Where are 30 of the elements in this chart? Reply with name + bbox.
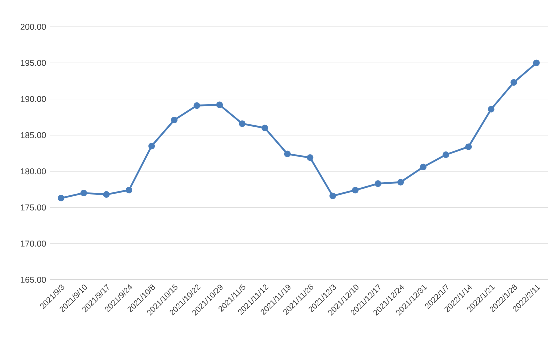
point [262,124,268,132]
point [442,152,450,158]
point [510,79,518,86]
point [330,192,336,200]
y-tick-label: 165.00 [21,277,46,284]
point [80,190,88,197]
y-tick-label: 195.00 [21,60,46,66]
point [58,195,65,202]
y-tick-label: 175.00 [21,204,46,211]
point [148,142,156,150]
point [216,102,224,108]
point [352,187,359,194]
point [103,191,110,198]
point [284,150,291,158]
point [374,180,382,188]
y-tick-label: 190.00 [21,96,46,102]
point [239,120,246,128]
point [465,144,472,150]
point [171,116,178,124]
point [194,102,200,110]
point [488,106,495,113]
point [533,60,540,66]
point [126,187,133,194]
point [398,179,404,186]
y-tick-label: 185.00 [21,132,46,138]
y-tick-label: 180.00 [21,168,46,175]
point [307,154,314,162]
y-tick-label: 170.00 [21,240,46,247]
point [420,164,427,171]
y-tick-label: 200.00 [20,24,46,30]
